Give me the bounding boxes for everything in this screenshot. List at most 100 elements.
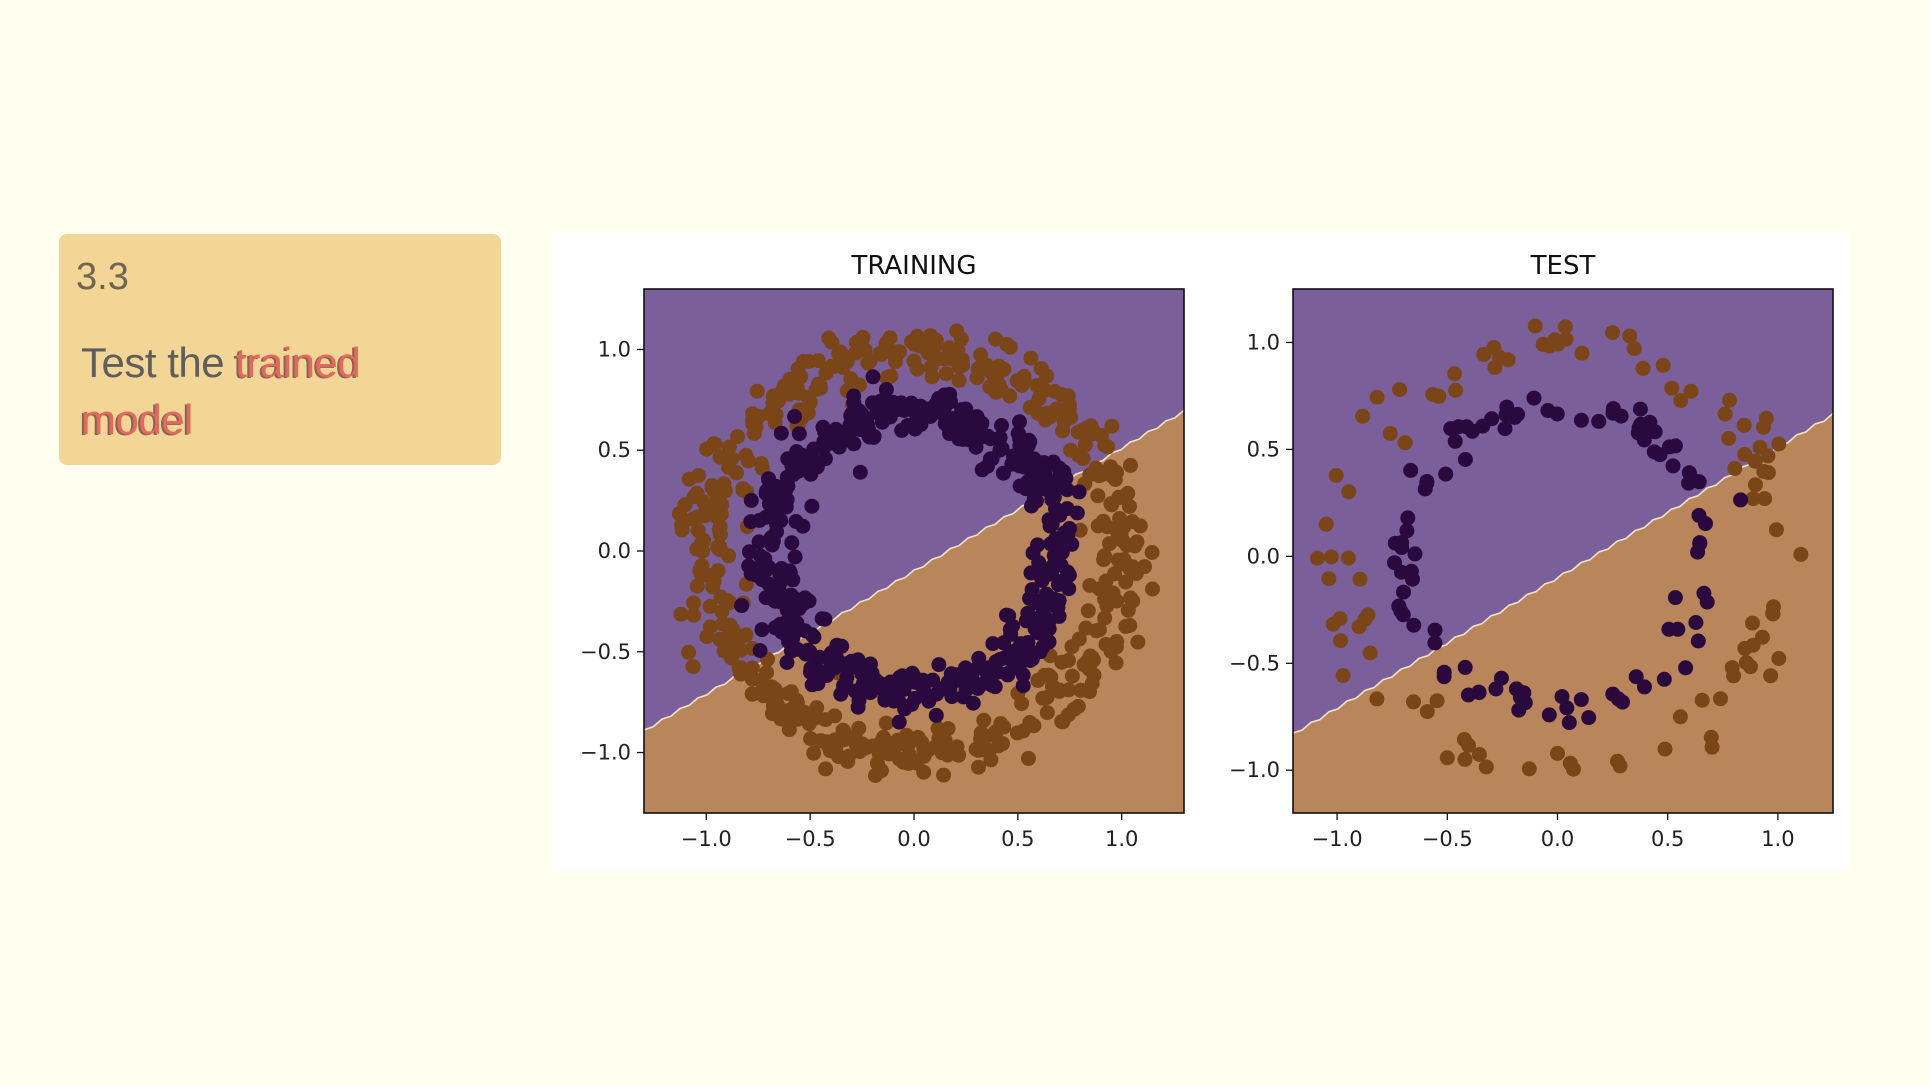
data-point-class0 — [994, 418, 1009, 433]
data-point-class0 — [1040, 478, 1056, 494]
data-point-class0 — [1460, 687, 1476, 703]
data-point-class0 — [1647, 424, 1663, 440]
data-point-class1 — [1768, 522, 1784, 538]
x-tick-label: −1.0 — [1312, 827, 1363, 851]
data-point-class0 — [1407, 546, 1423, 562]
data-point-class1 — [1610, 753, 1625, 769]
data-point-class0 — [891, 714, 907, 730]
data-point-class1 — [870, 755, 885, 771]
data-point-class0 — [1646, 444, 1662, 460]
data-point-class1 — [1793, 546, 1809, 562]
data-points — [671, 323, 1160, 783]
data-point-class1 — [1318, 516, 1334, 532]
data-point-class1 — [1112, 490, 1128, 506]
data-point-class0 — [980, 672, 996, 688]
data-point-class0 — [1484, 411, 1500, 427]
y-tick-label: −0.5 — [1229, 651, 1280, 675]
data-point-class0 — [743, 514, 759, 530]
data-point-class0 — [1561, 715, 1577, 731]
section-title-highlight-model: model — [81, 396, 193, 443]
x-tick-label: 1.0 — [1761, 827, 1794, 851]
data-point-class1 — [710, 539, 726, 555]
data-point-class1 — [941, 340, 957, 356]
data-point-class1 — [973, 725, 989, 741]
data-point-class1 — [1351, 619, 1367, 635]
data-point-class0 — [841, 421, 857, 437]
x-tick-label: −0.5 — [1422, 827, 1473, 851]
data-point-class1 — [686, 607, 702, 623]
data-point-class1 — [1397, 435, 1413, 451]
data-point-class0 — [1030, 537, 1046, 553]
data-point-class0 — [1457, 659, 1473, 675]
data-point-class1 — [685, 511, 701, 527]
data-point-class0 — [782, 565, 798, 581]
data-point-class1 — [853, 738, 869, 754]
data-point-class1 — [874, 732, 890, 748]
data-point-class0 — [878, 382, 894, 397]
data-point-class0 — [765, 533, 781, 549]
data-point-class0 — [1032, 644, 1048, 660]
data-point-class1 — [692, 563, 708, 579]
data-point-class1 — [1083, 418, 1099, 434]
data-point-class0 — [808, 455, 824, 471]
data-point-class0 — [1406, 617, 1422, 633]
y-tick-label: 1.0 — [1247, 330, 1280, 354]
data-point-class1 — [1447, 366, 1463, 382]
data-point-class1 — [995, 736, 1010, 752]
data-point-class0 — [817, 424, 833, 440]
data-point-class1 — [1078, 620, 1094, 636]
data-point-class1 — [988, 331, 1003, 347]
data-point-class1 — [831, 749, 847, 765]
data-point-class1 — [991, 358, 1007, 374]
data-point-class1 — [1760, 465, 1776, 481]
data-point-class0 — [1667, 438, 1683, 454]
data-point-class1 — [1626, 341, 1642, 356]
data-point-class0 — [1036, 463, 1052, 479]
data-point-class1 — [756, 688, 772, 704]
data-point-class0 — [817, 611, 833, 627]
data-point-class0 — [1526, 390, 1542, 406]
data-point-class1 — [1321, 571, 1337, 587]
data-point-class1 — [1118, 574, 1134, 590]
data-point-class0 — [752, 643, 768, 658]
data-point-class0 — [1656, 671, 1672, 687]
data-point-class1 — [1557, 319, 1573, 335]
data-point-class1 — [1737, 640, 1753, 656]
data-point-class1 — [1431, 388, 1447, 404]
data-point-class1 — [1622, 328, 1638, 344]
data-point-class0 — [1403, 462, 1419, 478]
data-point-class1 — [1439, 750, 1455, 766]
data-point-class1 — [699, 629, 715, 645]
data-point-class1 — [1098, 636, 1114, 652]
data-point-class1 — [765, 396, 781, 412]
data-point-class0 — [787, 549, 803, 565]
decision-boundary-line — [1293, 412, 1833, 734]
data-point-class1 — [1088, 460, 1104, 476]
data-point-class1 — [689, 578, 705, 594]
data-point-class0 — [806, 629, 822, 645]
data-point-class0 — [1055, 536, 1071, 552]
data-point-class0 — [1688, 615, 1704, 630]
data-point-class0 — [1696, 585, 1712, 601]
data-point-class0 — [833, 432, 849, 448]
data-point-class1 — [1763, 668, 1779, 684]
data-point-class1 — [917, 340, 933, 356]
data-point-class1 — [949, 323, 965, 339]
data-point-class1 — [940, 747, 956, 763]
data-point-class0 — [757, 551, 773, 567]
data-point-class0 — [921, 693, 937, 709]
data-point-class1 — [1022, 399, 1038, 415]
data-point-class0 — [943, 394, 958, 410]
data-point-class1 — [1747, 453, 1763, 469]
data-point-class1 — [1051, 682, 1067, 698]
data-point-class1 — [1745, 491, 1761, 507]
data-point-class1 — [1096, 552, 1112, 568]
data-point-class0 — [1069, 505, 1085, 521]
data-point-class0 — [1733, 492, 1749, 508]
data-point-class1 — [827, 708, 843, 724]
data-point-class0 — [1637, 679, 1652, 695]
section-number: 3.3 — [76, 256, 129, 298]
section-title-highlight-trained: trained — [235, 339, 361, 386]
data-point-class1 — [1335, 668, 1351, 683]
data-point-class1 — [1009, 373, 1025, 389]
